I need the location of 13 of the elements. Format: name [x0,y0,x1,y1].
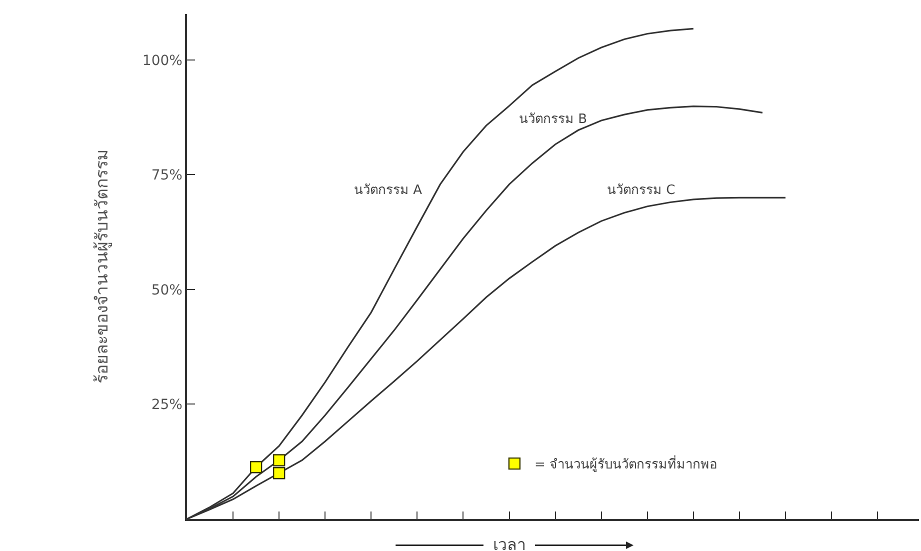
point [272,454,286,466]
legend-label: = จำนวนผู้รับนวัตกรรมที่มากพอ [534,456,718,473]
y-axis-title: ร้อยละของจำนวนผู้รับนวัตกรรม [92,150,112,384]
series-label: นวัตกรรม A [354,183,422,198]
point [250,461,262,474]
series-label: นวัตกรรม C [607,183,676,198]
series-label: นวัตกรรม B [519,112,588,127]
y-tick-label: 25% [151,397,182,414]
y-tick-label: 100% [142,52,182,69]
point [272,466,286,480]
x-axis-title: เวลา [493,535,526,551]
y-tick-label: 75% [151,168,182,184]
y-tick-label: 50% [151,282,182,298]
